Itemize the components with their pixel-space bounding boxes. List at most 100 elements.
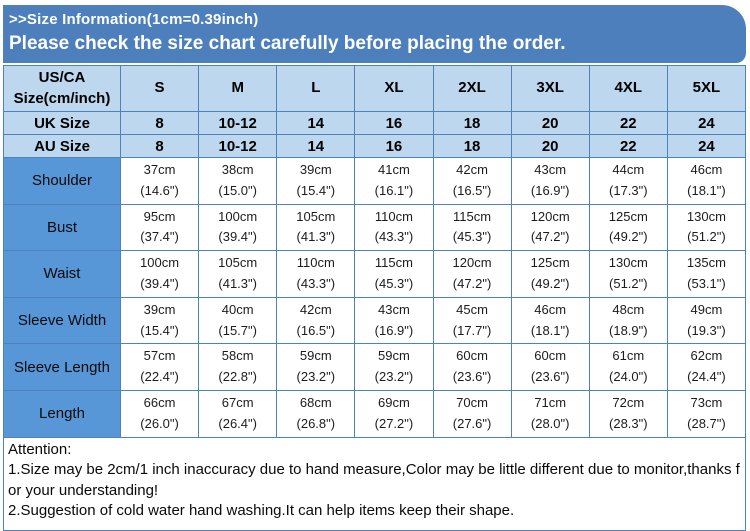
measurement-cm: 61cm: [612, 348, 645, 364]
measurement-inch: (16.9"): [530, 182, 570, 198]
intl-size-value: 8: [119, 134, 200, 158]
measurement-value-cell: 100cm (39.4"): [198, 203, 278, 252]
measurement-value-cell: 71cm (28.0"): [510, 389, 590, 438]
measurement-inch: (28.3"): [609, 415, 648, 431]
size-chart-warning: Please check the size chart carefully be…: [9, 33, 566, 54]
measurement-value-cell: 48cm (18.9"): [588, 296, 668, 345]
measurement-value-cell: 62cm (24.4"): [666, 343, 747, 391]
measurement-inch: (18.9"): [609, 322, 648, 338]
measurement-inch: (47.2"): [530, 229, 570, 245]
measurement-cm: 43cm: [378, 301, 410, 317]
measurement-inch: (26.8"): [296, 415, 336, 431]
measurement-value-cell: 100cm (39.4"): [119, 250, 200, 298]
measurement-inch: (39.4"): [218, 229, 257, 245]
measurement-cm: 110cm: [374, 208, 413, 224]
measurement-cm: 59cm: [378, 348, 410, 364]
measurement-row: Sleeve Length 57cm (22.4") 58cm (22.8") 59cm (…: [3, 343, 747, 391]
intl-size-value: 20: [510, 134, 590, 158]
measurement-inch: (49.2"): [530, 275, 570, 291]
attention-note-2: 2.Suggestion of cold water hand washing.…: [8, 502, 515, 520]
corner-header-cell: US/CA Size(cm/inch): [3, 65, 121, 112]
measurement-cm: 105cm: [296, 208, 336, 224]
measurement-inch: (23.6"): [530, 369, 570, 385]
intl-size-value: 18: [432, 134, 512, 158]
measurement-inch: (24.4"): [687, 369, 726, 385]
measurement-inch: (41.3"): [218, 275, 257, 291]
measurement-row: Waist 100cm (39.4") 105cm (41.3") 110cm (43.3"…: [3, 250, 747, 298]
au-size-label: AU Size: [3, 134, 121, 158]
measurement-inch: (26.4"): [218, 415, 257, 431]
measurement-inch: (15.7"): [218, 322, 257, 338]
measurement-row: Length 66cm (26.0") 67cm (26.4") 68cm (26.8") 6…: [3, 389, 747, 438]
measurement-value-cell: 43cm (16.9"): [510, 157, 590, 205]
measurement-inch: (15.4"): [296, 182, 336, 198]
measurement-value-cell: 68cm (26.8"): [276, 389, 356, 438]
au-size-row: AU Size 8 10-12 14 16 18 20 22 24: [3, 134, 747, 158]
intl-size-value: 18: [432, 111, 512, 135]
measurement-value-cell: 57cm (22.4"): [119, 343, 200, 391]
measurement-cm: 48cm: [612, 301, 645, 317]
measurement-value-cell: 46cm (18.1"): [510, 296, 590, 345]
measurement-value-cell: 120cm (47.2"): [432, 250, 512, 298]
measurement-cm: 62cm: [690, 348, 723, 364]
intl-size-value: 8: [119, 111, 200, 135]
measurement-inch: (43.3"): [374, 229, 414, 245]
size-header-cell: 2XL: [432, 65, 512, 112]
measurement-row: Sleeve Width 39cm (15.4") 40cm (15.7") 42cm (1…: [3, 296, 747, 345]
measurement-inch: (23.2"): [296, 369, 336, 385]
measurement-cm: 135cm: [686, 255, 726, 271]
measurement-cm: 60cm: [534, 348, 567, 364]
measurement-cm: 125cm: [530, 255, 570, 271]
measurement-cm: 68cm: [299, 394, 332, 410]
intl-size-value: 10-12: [198, 134, 278, 158]
measurement-cm: 120cm: [530, 208, 570, 224]
measurement-cm: 130cm: [608, 255, 648, 271]
measurement-label: Length: [3, 389, 121, 438]
measurement-label: Sleeve Width: [3, 296, 121, 345]
measurement-inch: (27.6"): [452, 415, 492, 431]
measurement-label: Waist: [3, 250, 121, 298]
measurement-value-cell: 95cm (37.4"): [119, 203, 200, 252]
header-banner: >>Size Information(1cm=0.39inch) Please …: [3, 5, 746, 63]
attention-title: Attention:: [8, 440, 72, 458]
measurement-inch: (51.2"): [609, 275, 648, 291]
measurement-inch: (22.4"): [140, 369, 179, 385]
measurement-cm: 46cm: [534, 301, 567, 317]
size-chart-table: US/CA Size(cm/inch) S M L XL 2XL 3XL 4XL 5XL UK…: [3, 65, 747, 438]
measurement-cm: 42cm: [299, 301, 332, 317]
measurement-value-cell: 105cm (41.3"): [198, 250, 278, 298]
measurement-value-cell: 135cm (53.1"): [666, 250, 747, 298]
measurement-inch: (45.3"): [374, 275, 414, 291]
measurement-inch: (53.1"): [687, 275, 726, 291]
size-header-row: US/CA Size(cm/inch) S M L XL 2XL 3XL 4XL 5XL: [3, 65, 747, 112]
measurement-value-cell: 60cm (23.6"): [510, 343, 590, 391]
measurement-value-cell: 115cm (45.3"): [354, 250, 434, 298]
measurement-inch: (17.7"): [452, 322, 492, 338]
measurement-value-cell: 67cm (26.4"): [198, 389, 278, 438]
measurement-value-cell: 70cm (27.6"): [432, 389, 512, 438]
measurement-label: Shoulder: [3, 157, 121, 205]
measurement-value-cell: 58cm (22.8"): [198, 343, 278, 391]
measurement-inch: (41.3"): [296, 229, 336, 245]
measurement-inch: (28.7"): [687, 415, 726, 431]
intl-size-value: 20: [510, 111, 590, 135]
intl-size-value: 24: [666, 134, 747, 158]
attention-box: Attention: 1.Size may be 2cm/1 inch inac…: [3, 437, 746, 531]
measurement-row: Bust 95cm (37.4") 100cm (39.4") 105cm (41.3") 1…: [3, 203, 747, 252]
measurement-value-cell: 59cm (23.2"): [354, 343, 434, 391]
size-header-cell: 3XL: [510, 65, 590, 112]
measurement-inch: (14.6"): [140, 182, 179, 198]
measurement-value-cell: 110cm (43.3"): [276, 250, 356, 298]
measurement-inch: (45.3"): [452, 229, 492, 245]
measurement-inch: (22.8"): [218, 369, 257, 385]
measurement-cm: 125cm: [608, 208, 648, 224]
measurement-inch: (47.2"): [452, 275, 492, 291]
measurement-inch: (16.9"): [374, 322, 414, 338]
measurement-value-cell: 59cm (23.2"): [276, 343, 356, 391]
measurement-inch: (51.2"): [687, 229, 726, 245]
measurement-inch: (26.0"): [140, 415, 179, 431]
measurement-cm: 57cm: [143, 348, 176, 364]
measurement-value-cell: 125cm (49.2"): [588, 203, 668, 252]
intl-size-value: 22: [588, 111, 668, 135]
measurement-cm: 38cm: [221, 162, 254, 177]
